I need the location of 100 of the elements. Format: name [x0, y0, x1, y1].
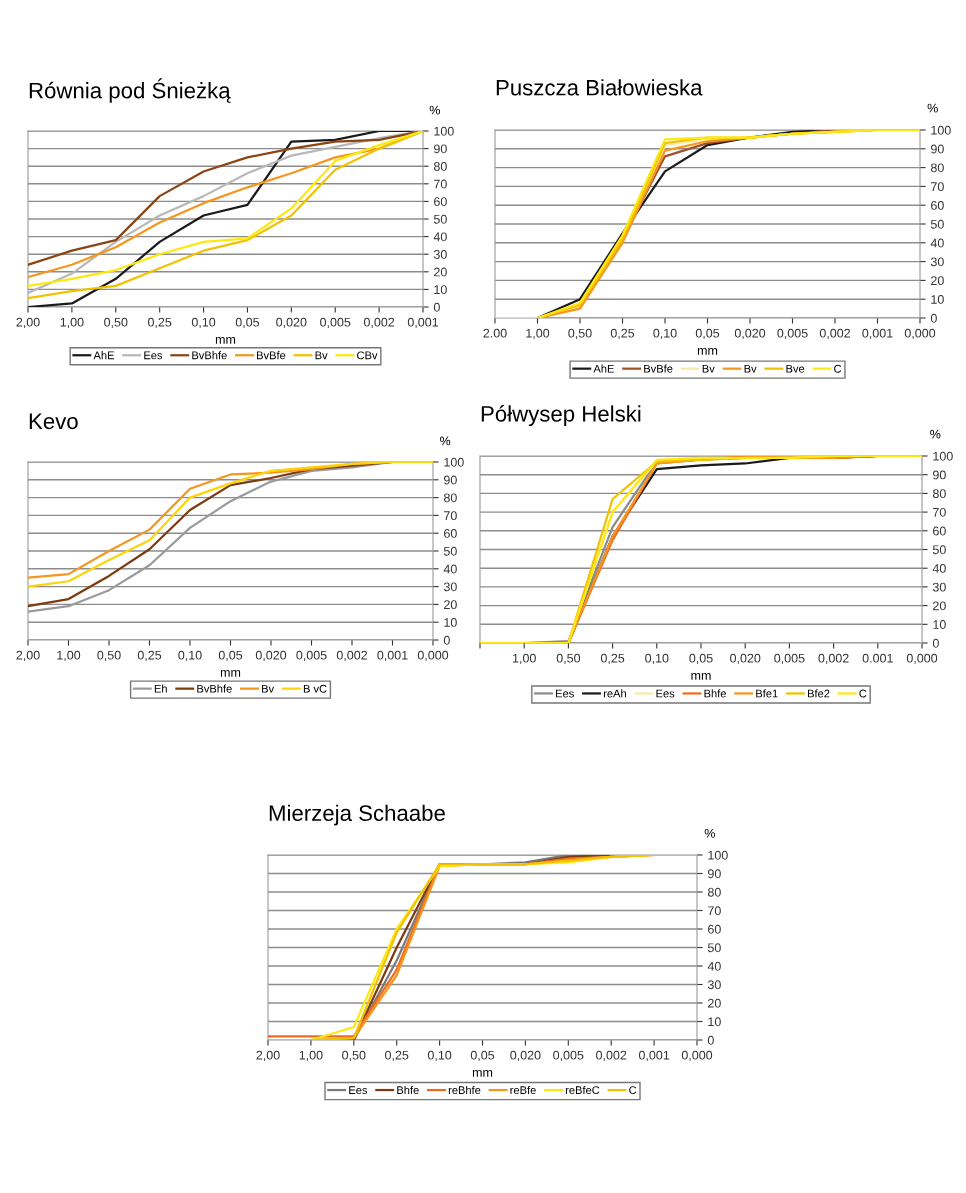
x-tick-label: 0,50 — [568, 328, 592, 340]
x-tick-label: 0,10 — [191, 317, 216, 329]
legend-label: Ees — [656, 689, 675, 698]
y-tick-label: 60 — [708, 924, 721, 934]
y-axis-title: % — [930, 429, 941, 439]
y-tick-label: 90 — [931, 144, 944, 154]
x-tick-label: 0,020 — [276, 317, 307, 329]
x-tick-label: 0,020 — [255, 650, 287, 662]
x-tick-label: 0,05 — [689, 653, 713, 665]
legend-label: Bv — [262, 684, 275, 693]
x-tick-label: 0,25 — [385, 1050, 409, 1062]
y-tick-label: 20 — [708, 998, 721, 1008]
x-tick-label: 0,50 — [342, 1050, 366, 1062]
legend-label: Bv — [744, 364, 757, 373]
chart-title: Mierzeja Schaabe — [269, 804, 445, 826]
chart-title: Puszcza Białowieska — [496, 79, 703, 96]
x-tick-label: 1,00 — [526, 328, 550, 340]
y-tick-label: 60 — [931, 201, 944, 210]
y-tick-label: 90 — [444, 475, 457, 485]
y-tick-label: 70 — [933, 507, 946, 517]
legend-label: CBv — [357, 351, 378, 360]
y-axis-title: % — [429, 105, 440, 115]
y-tick-label: 90 — [708, 869, 721, 879]
legend-label: Bv — [702, 364, 715, 373]
legend-label: B vC — [303, 684, 327, 693]
x-tick-label: 1,00 — [57, 650, 81, 662]
x-tick-label: 0,25 — [147, 317, 172, 329]
x-axis-title: mm — [220, 669, 241, 677]
x-tick-label: 0,002 — [336, 650, 368, 662]
x-tick-label: 0,50 — [97, 650, 121, 662]
x-tick-label: 0,000 — [906, 653, 938, 665]
x-tick-label: 0,50 — [556, 653, 581, 665]
y-tick-label: 0 — [443, 635, 450, 645]
x-tick-label: 0,05 — [235, 317, 260, 329]
x-tick-label: 0,002 — [363, 317, 395, 329]
y-tick-label: 100 — [708, 850, 728, 860]
chart-title: Równia pod Śnieżką — [29, 78, 231, 103]
y-tick-label: 40 — [707, 961, 721, 971]
x-tick-label: 0,000 — [904, 328, 936, 340]
y-tick-label: 70 — [444, 511, 457, 521]
legend-label: C — [629, 1086, 637, 1095]
x-tick-label: 0,10 — [178, 650, 202, 662]
y-tick-label: 0 — [930, 313, 937, 323]
legend-label: Ees — [556, 689, 574, 698]
y-tick-label: 10 — [933, 620, 946, 629]
x-tick-label: 0,005 — [320, 317, 351, 329]
y-tick-label: 30 — [707, 980, 721, 990]
y-tick-label: 50 — [932, 545, 946, 555]
x-tick-label: 0,05 — [218, 650, 243, 662]
y-tick-label: 20 — [444, 600, 457, 610]
y-tick-label: 80 — [433, 162, 447, 171]
legend-label: C — [834, 364, 842, 373]
y-tick-label: 20 — [933, 601, 946, 611]
y-tick-label: 60 — [444, 529, 457, 538]
x-tick-label: 0,05 — [695, 328, 720, 340]
x-axis-title: mm — [697, 347, 718, 355]
y-tick-label: 50 — [443, 546, 457, 556]
y-tick-label: 30 — [932, 582, 946, 592]
x-tick-label: 0,10 — [427, 1050, 452, 1062]
y-tick-label: 100 — [933, 451, 953, 461]
chart-title: Kevo — [29, 413, 78, 430]
legend-label: BvBhfe — [197, 684, 232, 693]
x-tick-label: 2,00 — [256, 1050, 280, 1062]
y-tick-label: 100 — [434, 126, 454, 136]
x-tick-label: 1,00 — [512, 653, 536, 665]
y-tick-label: 70 — [708, 906, 721, 916]
x-tick-label: 0,05 — [470, 1050, 495, 1062]
x-tick-label: 0,25 — [137, 650, 162, 662]
y-tick-label: 10 — [931, 295, 944, 304]
y-tick-label: 40 — [433, 232, 447, 242]
y-tick-label: 80 — [707, 887, 721, 897]
legend-label: BvBfe — [644, 364, 673, 373]
x-tick-label: 0,001 — [862, 328, 893, 340]
x-tick-label: 0,10 — [645, 653, 669, 665]
legend-label: Bhfe — [397, 1085, 419, 1095]
y-tick-label: 80 — [443, 493, 457, 503]
legend-label: reBhfe — [448, 1085, 481, 1095]
x-tick-label: 2,00 — [16, 317, 40, 329]
legend-label: Bfe2 — [807, 689, 830, 698]
y-tick-label: 50 — [930, 219, 944, 229]
legend-label: reBfeC — [565, 1085, 600, 1095]
y-tick-label: 70 — [434, 179, 447, 189]
y-tick-label: 20 — [931, 276, 944, 286]
y-tick-label: 50 — [433, 214, 447, 224]
y-axis-title: % — [440, 436, 451, 446]
x-tick-label: 0,005 — [553, 1050, 584, 1062]
x-tick-label: 1,00 — [60, 317, 84, 329]
x-tick-label: 0,002 — [596, 1050, 627, 1062]
x-tick-label: 0,000 — [681, 1050, 713, 1062]
y-axis-title: % — [704, 828, 715, 838]
legend-label: AhE — [93, 351, 115, 360]
legend-label: Ees — [144, 351, 163, 360]
x-tick-label: 0.001 — [862, 653, 893, 663]
x-tick-label: 2,00 — [16, 650, 40, 662]
y-tick-label: 0 — [932, 638, 939, 648]
x-tick-label: 0,020 — [734, 328, 766, 340]
y-tick-label: 100 — [931, 125, 951, 135]
y-tick-label: 20 — [434, 267, 447, 277]
y-tick-label: 40 — [930, 238, 944, 248]
x-tick-label: 0,25 — [600, 653, 625, 665]
